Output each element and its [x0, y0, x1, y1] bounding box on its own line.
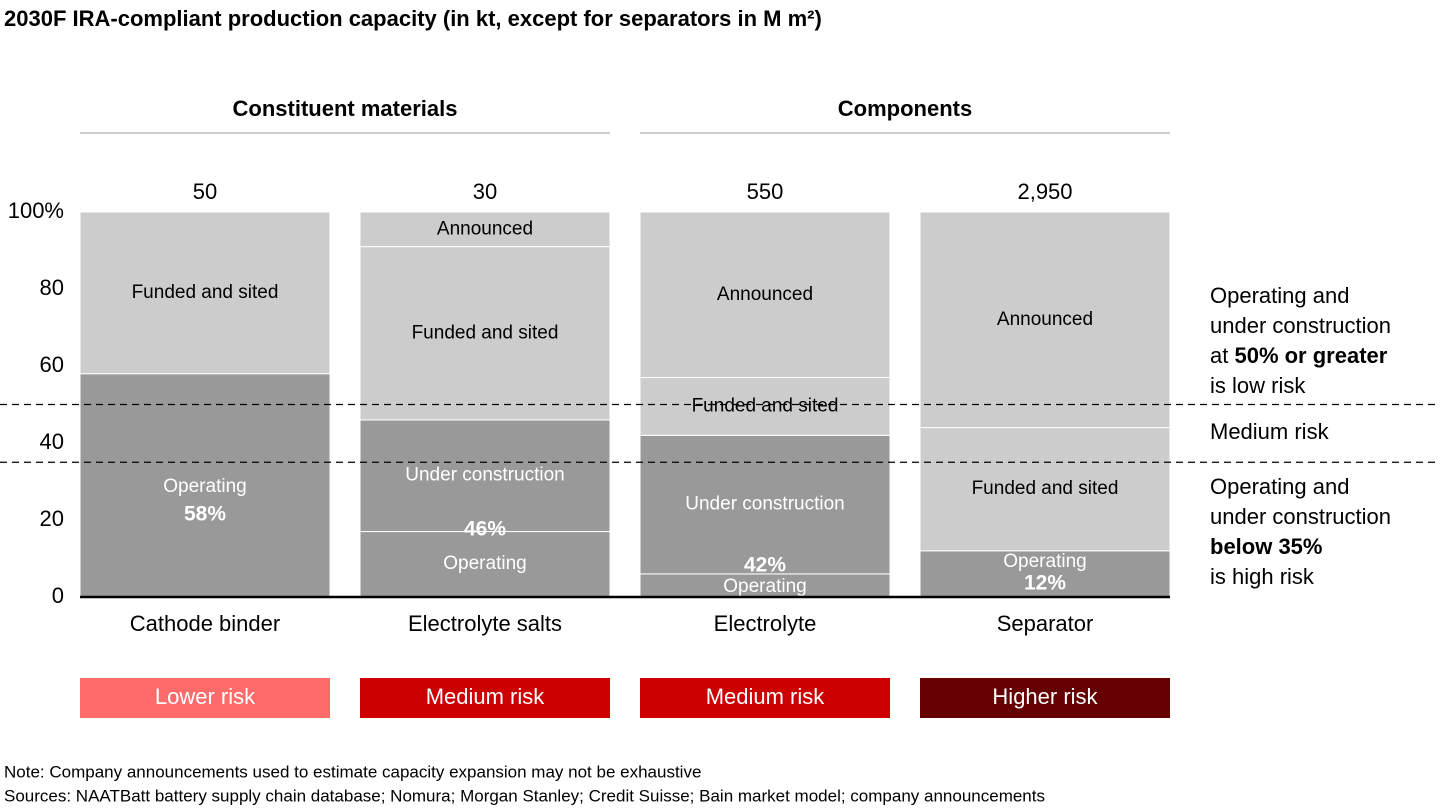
segment-label: Operating	[1003, 551, 1086, 572]
x-tick-label: Electrolyte salts	[408, 611, 562, 636]
segment-label: Funded and sited	[412, 322, 559, 343]
risk-note-part: at	[1210, 343, 1234, 368]
risk-note: Operating and	[1210, 283, 1349, 308]
segment-label: Announced	[717, 284, 813, 305]
risk-note: at 50% or greater	[1210, 343, 1388, 368]
risk-badge	[920, 678, 1170, 718]
risk-note: Operating and	[1210, 474, 1349, 499]
risk-note-part: Operating and	[1210, 283, 1349, 308]
risk-badge-label: Medium risk	[426, 684, 546, 709]
chart-title: 2030F IRA-compliant production capacity …	[4, 6, 822, 31]
bar-segment	[919, 550, 1171, 598]
combined-label: 42%	[744, 554, 786, 577]
risk-note: below 35%	[1210, 534, 1322, 559]
risk-note-part: under construction	[1210, 504, 1391, 529]
group-label: Components	[838, 96, 972, 121]
bar-segment	[79, 373, 331, 598]
bar-segment	[919, 427, 1171, 552]
y-tick-label: 20	[40, 506, 64, 531]
bar-segment	[359, 211, 611, 248]
y-tick-label: 0	[52, 583, 64, 608]
total-label: 550	[747, 179, 784, 204]
risk-note-part: Medium risk	[1210, 419, 1330, 444]
risk-badge	[640, 678, 890, 718]
segment-label: Operating	[163, 476, 246, 497]
y-tick-label: 100%	[8, 198, 64, 223]
combined-label: 46%	[464, 518, 506, 541]
risk-note-part: below 35%	[1210, 534, 1322, 559]
risk-note-part: 50% or greater	[1234, 343, 1387, 368]
bar-segment	[359, 246, 611, 421]
sources: Sources: NAATBatt battery supply chain d…	[4, 786, 1045, 805]
bar-segment	[639, 377, 891, 436]
segment-label: Announced	[437, 218, 533, 239]
risk-note-part: is low risk	[1210, 373, 1306, 398]
bar-segment	[639, 434, 891, 575]
segment-label: Funded and sited	[692, 395, 839, 416]
risk-note: is low risk	[1210, 373, 1306, 398]
group-label: Constituent materials	[233, 96, 458, 121]
risk-note-part: under construction	[1210, 313, 1391, 338]
total-label: 2,950	[1017, 179, 1072, 204]
segment-label: Operating	[723, 576, 806, 597]
risk-note: under construction	[1210, 313, 1391, 338]
combined-label: 58%	[184, 503, 226, 526]
segment-label: Operating	[443, 553, 526, 574]
segment-label: Funded and sited	[132, 282, 279, 303]
risk-badge	[80, 678, 330, 718]
risk-note-part: Operating and	[1210, 474, 1349, 499]
combined-label: 12%	[1024, 572, 1066, 595]
x-tick-label: Separator	[997, 611, 1094, 636]
total-label: 30	[473, 179, 497, 204]
bar-segment	[919, 211, 1171, 429]
segment-label: Announced	[997, 309, 1093, 330]
bar-segment	[79, 211, 331, 375]
risk-badge-label: Medium risk	[706, 684, 826, 709]
total-label: 50	[193, 179, 217, 204]
y-tick-label: 80	[40, 275, 64, 300]
segment-label: Under construction	[685, 494, 844, 515]
risk-note: under construction	[1210, 504, 1391, 529]
risk-note-part: is high risk	[1210, 564, 1315, 589]
risk-badge-label: Lower risk	[155, 684, 256, 709]
x-tick-label: Cathode binder	[130, 611, 280, 636]
y-tick-label: 60	[40, 352, 64, 377]
segment-label: Funded and sited	[972, 478, 1119, 499]
bar-segment	[639, 211, 891, 379]
y-tick-label: 40	[40, 429, 64, 454]
risk-note: is high risk	[1210, 564, 1315, 589]
x-tick-label: Electrolyte	[714, 611, 817, 636]
risk-badge-label: Higher risk	[992, 684, 1098, 709]
risk-badge	[360, 678, 610, 718]
segment-label: Under construction	[405, 465, 564, 486]
note: Note: Company announcements used to esti…	[4, 762, 701, 781]
risk-note: Medium risk	[1210, 419, 1330, 444]
